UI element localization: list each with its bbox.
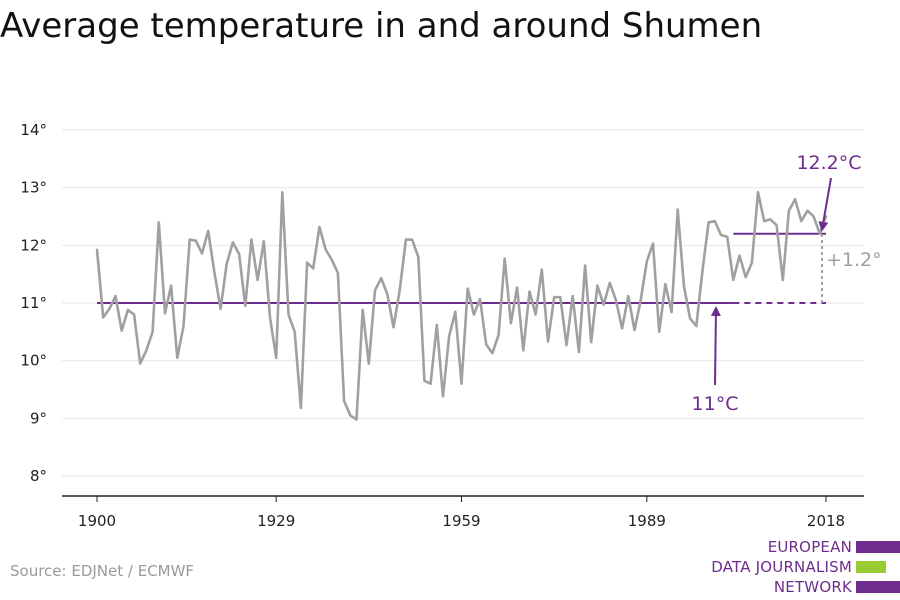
x-tick-label: 2018	[807, 512, 845, 530]
y-tick-label: 11°	[20, 294, 47, 312]
x-tick-label: 1959	[442, 512, 480, 530]
recent-average-label: 12.2°C	[796, 152, 861, 174]
logo-line-1: EUROPEAN	[767, 538, 852, 556]
chart-title: Average temperature in and around Shumen	[0, 6, 763, 46]
x-tick-label: 1900	[78, 512, 116, 530]
logo-bar-purple-2	[856, 581, 900, 593]
y-tick-label: 10°	[20, 352, 47, 370]
baseline-average-label: 11°C	[692, 393, 739, 415]
recent-average-arrow	[818, 177, 832, 232]
x-tick-label: 1989	[628, 512, 666, 530]
logo-bar-green	[856, 561, 886, 573]
y-tick-label: 8°	[30, 467, 47, 485]
source-note: Source: EDJNet / ECMWF	[10, 562, 195, 580]
y-tick-label: 14°	[20, 121, 47, 139]
y-tick-label: 9°	[30, 409, 47, 427]
logo-line-2: DATA JOURNALISM	[711, 558, 852, 576]
difference-label: +1.2°	[826, 249, 882, 271]
edjnet-logo: EUROPEAN DATA JOURNALISM NETWORK	[710, 538, 900, 600]
logo-line-3: NETWORK	[773, 578, 852, 596]
logo-bar-space	[856, 561, 900, 573]
x-tick-label: 1929	[257, 512, 295, 530]
logo-bar-purple-1	[856, 541, 900, 553]
y-tick-label: 12°	[20, 236, 47, 254]
baseline-average-arrow	[710, 306, 721, 386]
temperature-series-line	[95, 191, 828, 421]
y-tick-label: 13°	[20, 179, 47, 197]
